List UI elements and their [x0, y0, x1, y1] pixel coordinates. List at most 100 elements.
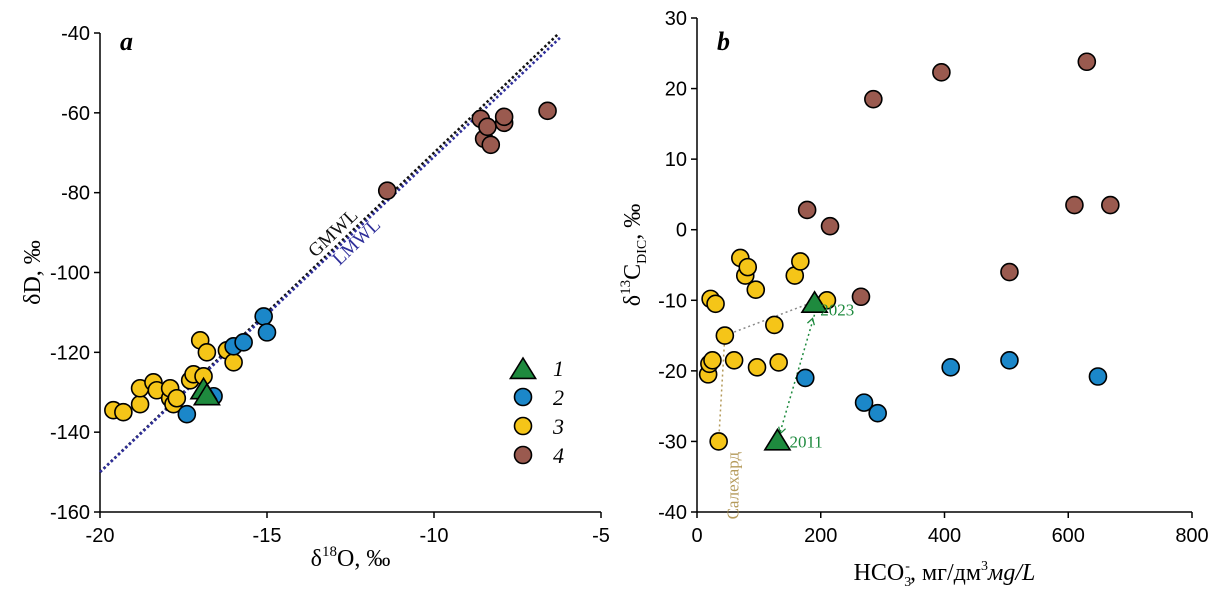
y-tick-label: -60 — [61, 103, 90, 125]
data-point-group-4 — [538, 101, 557, 121]
data-point-group-3 — [765, 315, 784, 335]
data-point-group-2 — [941, 358, 960, 377]
y-tick-label: -140 — [50, 422, 90, 444]
annotation-2011: 2011 — [789, 432, 822, 451]
y-axis-title: δ13CDIC, ‰ — [618, 204, 650, 306]
y-tick-label: -160 — [50, 502, 90, 524]
data-point-group-4 — [1077, 52, 1097, 72]
y-axis-title: δD, ‰ — [20, 240, 46, 305]
data-point-group-4 — [377, 181, 397, 200]
data-point-group-3 — [114, 402, 133, 422]
x-title-sup: - — [905, 559, 910, 574]
x-tick-label: 0 — [691, 525, 702, 547]
data-point-group-2 — [868, 403, 887, 423]
data-point-group-4 — [494, 107, 514, 127]
legend-label-1: 1 — [553, 356, 564, 381]
legend-marker-2 — [513, 387, 533, 407]
y-title-sub: DIC — [635, 240, 650, 264]
legend: 1 2 3 4 — [508, 356, 564, 468]
y-tick-label: -10 — [658, 290, 687, 312]
y-tick-label: 30 — [665, 8, 687, 30]
x-tick-label: -5 — [592, 525, 610, 547]
data-point-group-4 — [932, 63, 951, 82]
y-tick-label: 10 — [665, 149, 687, 171]
panel-a: -20 -15 -10 -5-160-140-120-100-80-60-40GMWL… — [20, 23, 610, 572]
legend-marker-4 — [513, 445, 533, 465]
connector-line — [717, 335, 726, 442]
y-tick-label: -30 — [658, 431, 687, 453]
data-point-group-1 — [192, 382, 221, 406]
arrowhead-2023 — [806, 317, 815, 326]
y-tick-label: -20 — [658, 361, 687, 383]
data-point-group-1 — [763, 427, 792, 451]
data-point-group-3 — [709, 432, 728, 451]
x-title-rest: O, ‰ — [337, 546, 390, 572]
y-title-c: C — [620, 264, 646, 280]
legend-label-2: 2 — [553, 385, 564, 410]
x-tick-label: -20 — [86, 525, 115, 547]
data-point-group-3 — [738, 257, 758, 277]
y-title-delta: δ — [620, 295, 646, 306]
data-point-group-3 — [167, 388, 187, 408]
panel-label-b: b — [717, 27, 730, 56]
y-title-rest: , ‰ — [620, 204, 646, 240]
annotation-salekhard: Салехард — [724, 451, 743, 519]
x-title-delta: δ — [311, 546, 322, 572]
data-point-group-4 — [1000, 262, 1019, 282]
data-point-group-2 — [1088, 367, 1108, 386]
y-tick-label: -80 — [61, 183, 90, 205]
data-point-group-2 — [177, 404, 197, 424]
panel-b: 0 200 400 600 800 -40 -30 -20 -10 0 10 20 30 2023 2011… — [618, 8, 1209, 590]
connector-line — [724, 299, 818, 337]
data-point-group-2 — [254, 307, 273, 326]
y-tick-label: 0 — [676, 220, 687, 242]
data-point-group-4 — [1101, 195, 1120, 215]
legend-label-4: 4 — [553, 443, 564, 468]
x-tick-label: 400 — [928, 525, 961, 547]
data-point-group-4 — [481, 135, 501, 155]
panel-label-a: a — [120, 27, 133, 56]
data-point-group-2 — [795, 368, 815, 388]
y-tick-label: 20 — [665, 79, 687, 101]
data-point-group-4 — [1065, 195, 1084, 215]
data-point-group-3 — [224, 353, 243, 372]
data-point-group-2 — [257, 323, 277, 342]
y-tick-label: -40 — [61, 23, 90, 45]
data-point-group-4 — [851, 287, 871, 307]
x-title-rest: , мг/дм — [910, 560, 981, 586]
x-title-sub: 3 — [904, 575, 911, 590]
data-point-group-1 — [800, 290, 829, 314]
data-point-group-3 — [197, 343, 217, 362]
data-point-group-3 — [769, 353, 788, 372]
data-point-group-2 — [1000, 350, 1019, 370]
data-point-group-3 — [746, 280, 766, 300]
data-point-group-3 — [724, 350, 744, 370]
y-tick-label: -40 — [658, 502, 687, 524]
x-title-hco: HCO — [854, 560, 905, 586]
data-point-group-4 — [820, 216, 840, 236]
x-axis-title: HCO3-, мг/дм3мg/L — [854, 559, 1036, 590]
y-title-sup: 13 — [618, 280, 634, 295]
x-title-units: мg/L — [987, 560, 1035, 586]
legend-label-3: 3 — [552, 414, 564, 439]
legend-marker-1 — [508, 356, 538, 380]
x-title-sup: 18 — [322, 544, 337, 560]
data-point-group-3 — [715, 326, 735, 345]
x-tick-label: 600 — [1052, 525, 1085, 547]
annotation-2023: 2023 — [820, 300, 854, 319]
data-point-group-2 — [854, 393, 874, 412]
data-point-group-4 — [478, 117, 497, 137]
legend-marker-3 — [513, 416, 533, 436]
data-point-group-4 — [864, 89, 883, 109]
x-tick-label: -15 — [253, 525, 282, 547]
data-point-group-3 — [791, 252, 810, 271]
data-point-group-3 — [706, 294, 725, 314]
data-point-group-3 — [130, 394, 150, 414]
x-title-sup2: 3 — [981, 559, 988, 574]
y-tick-label: -120 — [50, 342, 90, 364]
data-point-group-3 — [703, 350, 722, 370]
data-point-group-2 — [234, 333, 253, 352]
x-tick-label: 200 — [804, 525, 837, 547]
x-tick-label: -10 — [420, 525, 449, 547]
